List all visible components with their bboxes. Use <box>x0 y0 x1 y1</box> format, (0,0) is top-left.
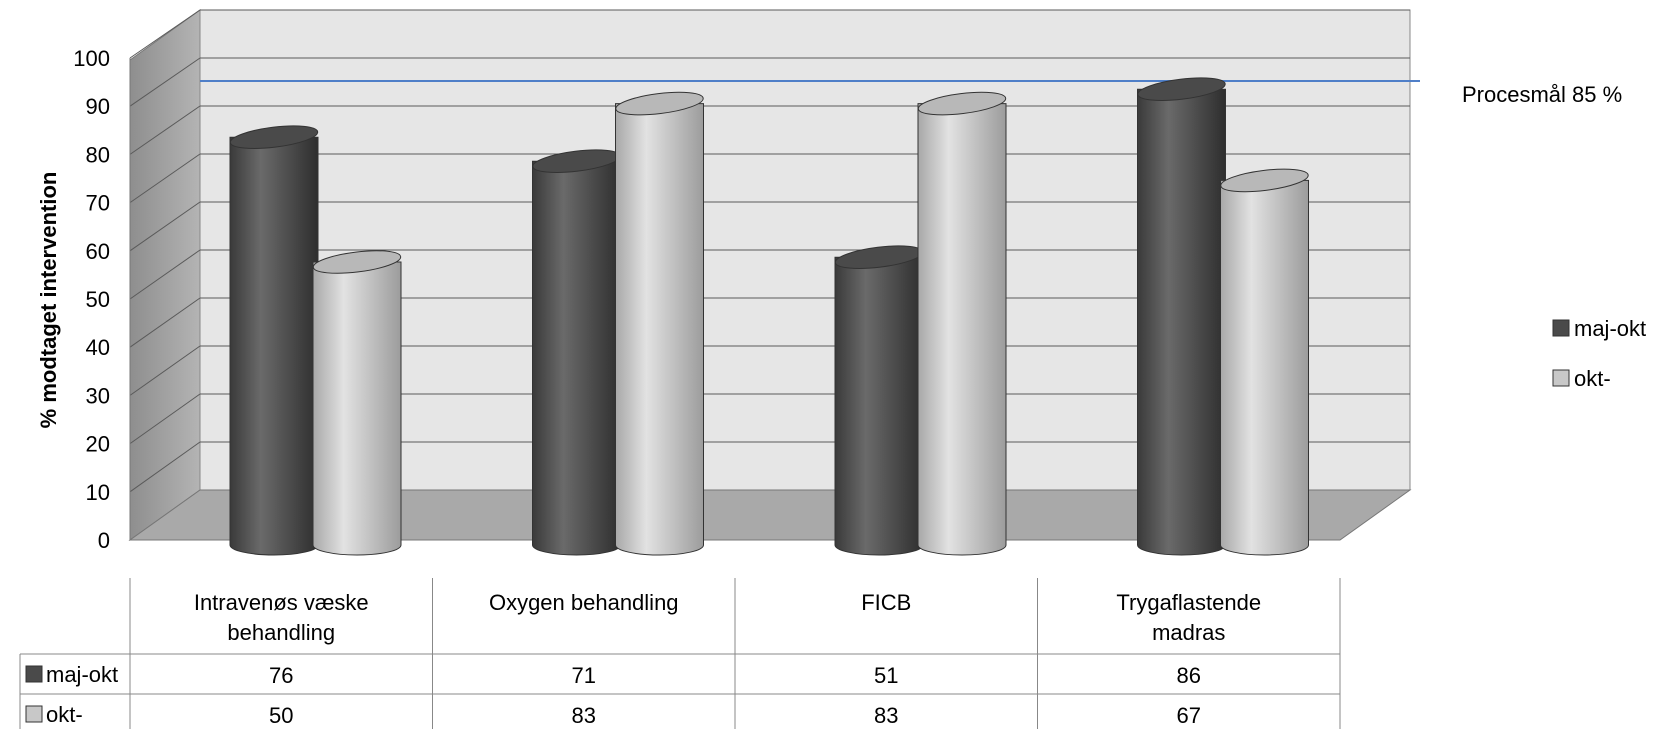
y-tick-label: 20 <box>86 432 110 457</box>
y-tick-label: 10 <box>86 480 110 505</box>
legend-label: maj-okt <box>1574 316 1646 341</box>
bar-maj-okt-4 <box>1137 77 1226 556</box>
bar-body <box>1220 179 1309 556</box>
category-label: Intravenøs væske behandling <box>194 590 369 645</box>
legend: maj-okt okt- <box>1552 316 1646 391</box>
category-label: Trygaflastende madras <box>1116 590 1261 645</box>
y-axis-label: % modtaget intervention <box>36 172 61 429</box>
bar-body <box>917 103 1007 556</box>
bar-top <box>229 125 319 149</box>
bar-body <box>615 103 704 556</box>
bar-top <box>1220 168 1309 193</box>
legend-swatch <box>1552 319 1570 337</box>
data-label: 76 <box>269 663 293 688</box>
bar-maj-okt-1 <box>229 125 319 556</box>
bar-okt--2 <box>615 91 704 556</box>
gridline <box>129 57 201 107</box>
bar-body <box>532 160 621 556</box>
y-axis-ticks: 0 10 20 30 40 50 60 70 80 90 100 <box>73 46 131 553</box>
bar-okt--1 <box>312 250 402 556</box>
category-label: FICB <box>861 590 911 615</box>
y-tick-label: 90 <box>86 94 110 119</box>
data-label: 83 <box>572 703 596 728</box>
data-label: 83 <box>874 703 898 728</box>
data-label: 86 <box>1177 663 1201 688</box>
y-tick-label: 40 <box>86 335 110 360</box>
legend-label: okt- <box>1574 366 1611 391</box>
bar-top <box>917 91 1007 116</box>
gridline <box>129 105 201 155</box>
gridline <box>129 153 201 204</box>
bar-okt--3 <box>917 91 1007 556</box>
table-legend-swatch <box>25 665 43 683</box>
gridline <box>129 249 201 300</box>
data-label: 71 <box>572 663 596 688</box>
gridline <box>129 297 201 348</box>
y-tick-label: 30 <box>86 383 110 408</box>
bar-okt--4 <box>1220 168 1309 556</box>
floor <box>128 489 1412 541</box>
bars <box>229 77 1309 556</box>
bar-body <box>834 256 924 556</box>
y-tick-label: 70 <box>86 191 110 216</box>
bar-top <box>312 250 402 274</box>
legend-swatch <box>1552 369 1570 387</box>
gridline <box>129 441 201 493</box>
data-label: 50 <box>269 703 293 728</box>
reference-line-label: Procesmål 85 % <box>1462 82 1622 107</box>
bar-body <box>312 261 402 556</box>
table-series-label: okt- <box>46 702 83 727</box>
data-table: Intravenøs væske behandling Oxygen behandl… <box>19 578 1341 729</box>
bar-body <box>229 136 319 556</box>
y-tick-label: 0 <box>98 528 110 553</box>
data-label: 67 <box>1177 703 1201 728</box>
table-legend-swatch <box>25 705 43 723</box>
y-tick-label: 80 <box>86 142 110 167</box>
category-label: Oxygen behandling <box>489 590 679 615</box>
bar-top <box>1137 77 1226 101</box>
bar-top <box>615 91 704 116</box>
y-tick-label: 100 <box>73 46 110 71</box>
data-label: 51 <box>874 663 898 688</box>
bar-maj-okt-3 <box>834 245 924 556</box>
gridline <box>129 393 201 445</box>
bar-maj-okt-2 <box>532 149 621 556</box>
gridline <box>129 345 201 396</box>
y-tick-label: 50 <box>86 287 110 312</box>
table-series-label: maj-okt <box>46 662 118 687</box>
bar-body <box>1137 88 1226 556</box>
gridline <box>129 201 201 252</box>
y-tick-label: 60 <box>86 239 110 264</box>
gridline <box>129 9 201 59</box>
